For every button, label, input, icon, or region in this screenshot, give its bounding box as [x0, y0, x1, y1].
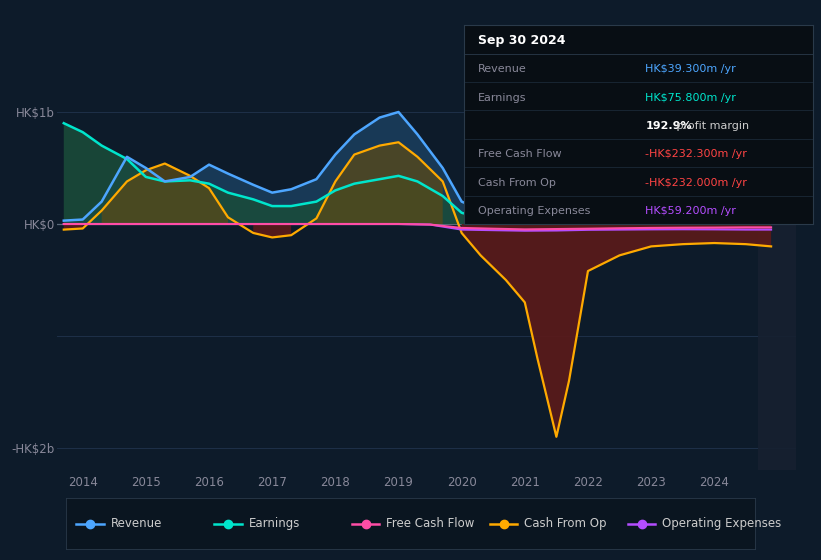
Text: Free Cash Flow: Free Cash Flow: [478, 150, 562, 160]
Text: Operating Expenses: Operating Expenses: [663, 517, 782, 530]
Text: HK$75.800m /yr: HK$75.800m /yr: [645, 92, 736, 102]
Text: Sep 30 2024: Sep 30 2024: [478, 34, 566, 48]
Text: 192.9%: 192.9%: [645, 121, 692, 131]
Text: Operating Expenses: Operating Expenses: [478, 206, 590, 216]
Text: profit margin: profit margin: [672, 121, 749, 131]
Text: -HK$232.000m /yr: -HK$232.000m /yr: [645, 178, 747, 188]
Text: Cash From Op: Cash From Op: [478, 178, 556, 188]
Text: -HK$232.300m /yr: -HK$232.300m /yr: [645, 150, 747, 160]
Text: Cash From Op: Cash From Op: [525, 517, 607, 530]
Text: Revenue: Revenue: [111, 517, 162, 530]
Text: HK$39.300m /yr: HK$39.300m /yr: [645, 64, 736, 74]
Text: Earnings: Earnings: [249, 517, 300, 530]
Bar: [759, 90, 796, 470]
Text: Free Cash Flow: Free Cash Flow: [387, 517, 475, 530]
Text: Revenue: Revenue: [478, 64, 526, 74]
Text: HK$59.200m /yr: HK$59.200m /yr: [645, 206, 736, 216]
Text: Earnings: Earnings: [478, 92, 526, 102]
